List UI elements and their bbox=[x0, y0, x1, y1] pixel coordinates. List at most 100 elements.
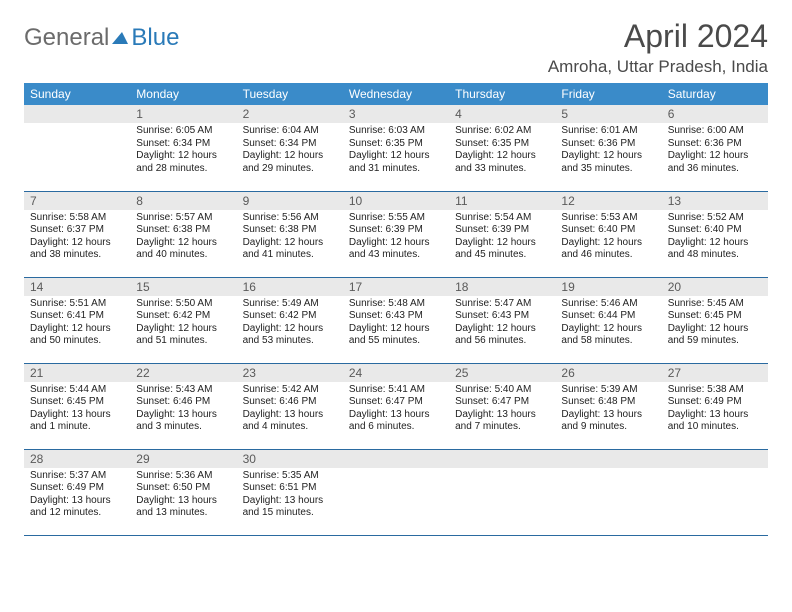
daylight-text: and 53 minutes. bbox=[243, 335, 337, 348]
day-number-empty bbox=[343, 450, 449, 468]
calendar-day-cell: 8Sunrise: 5:57 AMSunset: 6:38 PMDaylight… bbox=[130, 191, 236, 277]
calendar-day-cell: 20Sunrise: 5:45 AMSunset: 6:45 PMDayligh… bbox=[662, 277, 768, 363]
calendar-week-row: 14Sunrise: 5:51 AMSunset: 6:41 PMDayligh… bbox=[24, 277, 768, 363]
day-number-empty bbox=[555, 450, 661, 468]
sunrise-text: Sunrise: 6:02 AM bbox=[455, 125, 549, 138]
calendar-day-cell: 2Sunrise: 6:04 AMSunset: 6:34 PMDaylight… bbox=[237, 105, 343, 191]
day-number: 30 bbox=[237, 450, 343, 468]
calendar-day-cell: 24Sunrise: 5:41 AMSunset: 6:47 PMDayligh… bbox=[343, 363, 449, 449]
sunset-text: Sunset: 6:45 PM bbox=[668, 310, 762, 323]
sunrise-text: Sunrise: 5:35 AM bbox=[243, 470, 337, 483]
calendar-day-cell: 18Sunrise: 5:47 AMSunset: 6:43 PMDayligh… bbox=[449, 277, 555, 363]
calendar-day-cell: 27Sunrise: 5:38 AMSunset: 6:49 PMDayligh… bbox=[662, 363, 768, 449]
weekday-header-row: Sunday Monday Tuesday Wednesday Thursday… bbox=[24, 83, 768, 105]
day-number: 20 bbox=[662, 278, 768, 296]
day-body: Sunrise: 5:47 AMSunset: 6:43 PMDaylight:… bbox=[449, 296, 555, 352]
calendar-day-cell bbox=[24, 105, 130, 191]
calendar-day-cell: 13Sunrise: 5:52 AMSunset: 6:40 PMDayligh… bbox=[662, 191, 768, 277]
sunset-text: Sunset: 6:49 PM bbox=[30, 482, 124, 495]
sunset-text: Sunset: 6:40 PM bbox=[668, 224, 762, 237]
day-body: Sunrise: 5:58 AMSunset: 6:37 PMDaylight:… bbox=[24, 210, 130, 266]
daylight-text: and 6 minutes. bbox=[349, 421, 443, 434]
header: General Blue April 2024 Amroha, Uttar Pr… bbox=[24, 18, 768, 77]
calendar-day-cell: 16Sunrise: 5:49 AMSunset: 6:42 PMDayligh… bbox=[237, 277, 343, 363]
weekday-header: Wednesday bbox=[343, 83, 449, 105]
sunrise-text: Sunrise: 6:03 AM bbox=[349, 125, 443, 138]
calendar-week-row: 7Sunrise: 5:58 AMSunset: 6:37 PMDaylight… bbox=[24, 191, 768, 277]
daylight-text: and 7 minutes. bbox=[455, 421, 549, 434]
sunset-text: Sunset: 6:45 PM bbox=[30, 396, 124, 409]
day-body: Sunrise: 5:43 AMSunset: 6:46 PMDaylight:… bbox=[130, 382, 236, 438]
sunset-text: Sunset: 6:35 PM bbox=[349, 138, 443, 151]
brand-part2: Blue bbox=[131, 24, 179, 52]
daylight-text: Daylight: 12 hours bbox=[136, 150, 230, 163]
title-block: April 2024 Amroha, Uttar Pradesh, India bbox=[548, 18, 768, 77]
calendar-day-cell: 19Sunrise: 5:46 AMSunset: 6:44 PMDayligh… bbox=[555, 277, 661, 363]
day-number: 24 bbox=[343, 364, 449, 382]
daylight-text: Daylight: 13 hours bbox=[349, 409, 443, 422]
sunset-text: Sunset: 6:51 PM bbox=[243, 482, 337, 495]
daylight-text: and 41 minutes. bbox=[243, 249, 337, 262]
day-number: 21 bbox=[24, 364, 130, 382]
calendar-day-cell: 22Sunrise: 5:43 AMSunset: 6:46 PMDayligh… bbox=[130, 363, 236, 449]
day-body: Sunrise: 6:03 AMSunset: 6:35 PMDaylight:… bbox=[343, 123, 449, 179]
day-body: Sunrise: 5:53 AMSunset: 6:40 PMDaylight:… bbox=[555, 210, 661, 266]
daylight-text: Daylight: 12 hours bbox=[243, 237, 337, 250]
sunrise-text: Sunrise: 5:50 AM bbox=[136, 298, 230, 311]
calendar-day-cell: 10Sunrise: 5:55 AMSunset: 6:39 PMDayligh… bbox=[343, 191, 449, 277]
calendar-week-row: 28Sunrise: 5:37 AMSunset: 6:49 PMDayligh… bbox=[24, 449, 768, 535]
calendar-day-cell: 9Sunrise: 5:56 AMSunset: 6:38 PMDaylight… bbox=[237, 191, 343, 277]
day-number: 17 bbox=[343, 278, 449, 296]
daylight-text: and 46 minutes. bbox=[561, 249, 655, 262]
daylight-text: Daylight: 13 hours bbox=[668, 409, 762, 422]
sunrise-text: Sunrise: 6:01 AM bbox=[561, 125, 655, 138]
daylight-text: Daylight: 12 hours bbox=[243, 150, 337, 163]
daylight-text: and 56 minutes. bbox=[455, 335, 549, 348]
calendar-day-cell: 6Sunrise: 6:00 AMSunset: 6:36 PMDaylight… bbox=[662, 105, 768, 191]
sunset-text: Sunset: 6:38 PM bbox=[243, 224, 337, 237]
day-number: 13 bbox=[662, 192, 768, 210]
daylight-text: and 3 minutes. bbox=[136, 421, 230, 434]
sunrise-text: Sunrise: 6:05 AM bbox=[136, 125, 230, 138]
brand-part1: General bbox=[24, 24, 109, 52]
day-body: Sunrise: 5:50 AMSunset: 6:42 PMDaylight:… bbox=[130, 296, 236, 352]
sunrise-text: Sunrise: 5:58 AM bbox=[30, 212, 124, 225]
weekday-header: Monday bbox=[130, 83, 236, 105]
daylight-text: and 40 minutes. bbox=[136, 249, 230, 262]
daylight-text: and 35 minutes. bbox=[561, 163, 655, 176]
day-number: 23 bbox=[237, 364, 343, 382]
sunset-text: Sunset: 6:42 PM bbox=[136, 310, 230, 323]
day-body: Sunrise: 6:05 AMSunset: 6:34 PMDaylight:… bbox=[130, 123, 236, 179]
daylight-text: Daylight: 12 hours bbox=[668, 150, 762, 163]
day-number: 26 bbox=[555, 364, 661, 382]
sunrise-text: Sunrise: 5:53 AM bbox=[561, 212, 655, 225]
weekday-header: Friday bbox=[555, 83, 661, 105]
brand-logo: General Blue bbox=[24, 18, 179, 52]
day-number: 15 bbox=[130, 278, 236, 296]
calendar-table: Sunday Monday Tuesday Wednesday Thursday… bbox=[24, 83, 768, 536]
calendar-week-row: 21Sunrise: 5:44 AMSunset: 6:45 PMDayligh… bbox=[24, 363, 768, 449]
sunrise-text: Sunrise: 5:55 AM bbox=[349, 212, 443, 225]
sunset-text: Sunset: 6:47 PM bbox=[455, 396, 549, 409]
day-body: Sunrise: 6:00 AMSunset: 6:36 PMDaylight:… bbox=[662, 123, 768, 179]
day-body: Sunrise: 6:04 AMSunset: 6:34 PMDaylight:… bbox=[237, 123, 343, 179]
daylight-text: Daylight: 12 hours bbox=[243, 323, 337, 336]
sunrise-text: Sunrise: 5:42 AM bbox=[243, 384, 337, 397]
day-number: 28 bbox=[24, 450, 130, 468]
day-number: 12 bbox=[555, 192, 661, 210]
day-body: Sunrise: 5:51 AMSunset: 6:41 PMDaylight:… bbox=[24, 296, 130, 352]
daylight-text: and 4 minutes. bbox=[243, 421, 337, 434]
sunrise-text: Sunrise: 6:00 AM bbox=[668, 125, 762, 138]
daylight-text: Daylight: 12 hours bbox=[30, 323, 124, 336]
calendar-day-cell: 21Sunrise: 5:44 AMSunset: 6:45 PMDayligh… bbox=[24, 363, 130, 449]
day-body: Sunrise: 5:57 AMSunset: 6:38 PMDaylight:… bbox=[130, 210, 236, 266]
daylight-text: Daylight: 12 hours bbox=[561, 323, 655, 336]
calendar-day-cell bbox=[555, 449, 661, 535]
brand-triangle-icon bbox=[111, 29, 129, 47]
sunrise-text: Sunrise: 6:04 AM bbox=[243, 125, 337, 138]
sunrise-text: Sunrise: 5:56 AM bbox=[243, 212, 337, 225]
day-body: Sunrise: 5:54 AMSunset: 6:39 PMDaylight:… bbox=[449, 210, 555, 266]
sunrise-text: Sunrise: 5:45 AM bbox=[668, 298, 762, 311]
sunset-text: Sunset: 6:40 PM bbox=[561, 224, 655, 237]
daylight-text: Daylight: 12 hours bbox=[561, 237, 655, 250]
